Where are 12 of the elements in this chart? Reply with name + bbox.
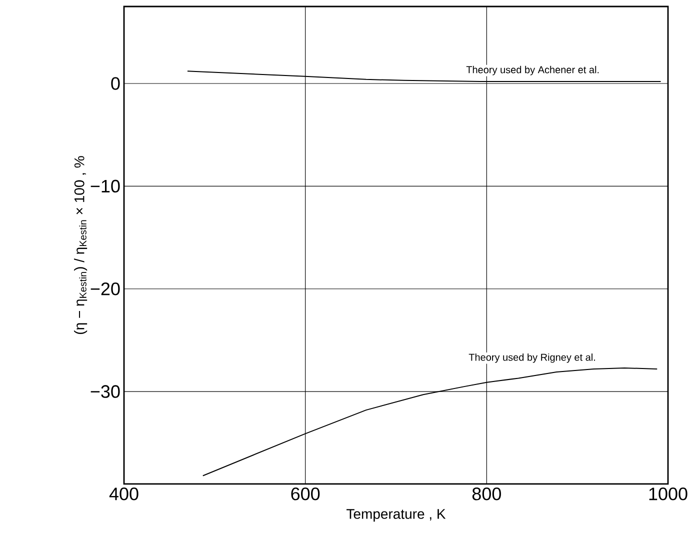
- y-tick-label: −20: [90, 282, 120, 296]
- x-axis-title: Temperature , K: [346, 509, 446, 522]
- x-tick-label: 600: [291, 488, 320, 500]
- series-label: Theory used by Rigney et al.: [468, 353, 595, 363]
- y-tick-label: −30: [90, 385, 120, 398]
- y-axis-title: (η − η$_{Kestin}$) / η$_{Kestin}$ × 100 , %: [74, 156, 88, 334]
- x-tick-label: 800: [472, 488, 501, 500]
- y-tick-label: 0: [111, 77, 120, 90]
- series-label: Theory used by Achener et al.: [466, 66, 599, 76]
- x-tick-label: 400: [109, 488, 138, 500]
- x-tick-label: 1000: [649, 488, 688, 500]
- y-tick-label: −10: [90, 180, 120, 193]
